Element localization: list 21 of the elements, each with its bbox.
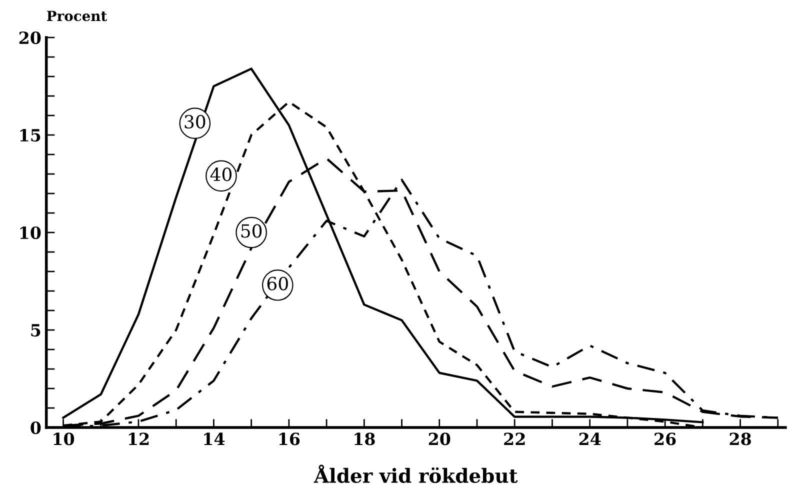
x-tick-label: 18 [354,432,375,446]
annotation: 30 [184,114,206,129]
x-tick-label: 16 [279,432,300,446]
x-tick-label: 22 [504,432,525,446]
annotation: 60 [267,276,288,290]
annotation: 40 [210,168,232,182]
x-tick-label: 14 [204,432,225,446]
y-tick-label: 10 [20,226,41,240]
annotation: 50 [241,224,262,238]
x-tick-label: 28 [730,432,751,446]
x-tick-label: 10 [54,432,74,446]
y-tick-label: 5 [31,324,40,337]
x-tick-label: 12 [128,432,149,446]
y-tick-label: 20 [19,31,41,44]
x-tick-label: 26 [654,432,676,446]
y-axis-title: Procent [46,10,108,22]
x-tick-label: 20 [428,432,450,446]
y-tick-label: 0 [30,421,41,434]
y-tick-label: 15 [20,128,40,142]
x-tick-label: 24 [579,432,601,446]
x-axis-title: Ålder vid rökdebut [314,464,518,483]
